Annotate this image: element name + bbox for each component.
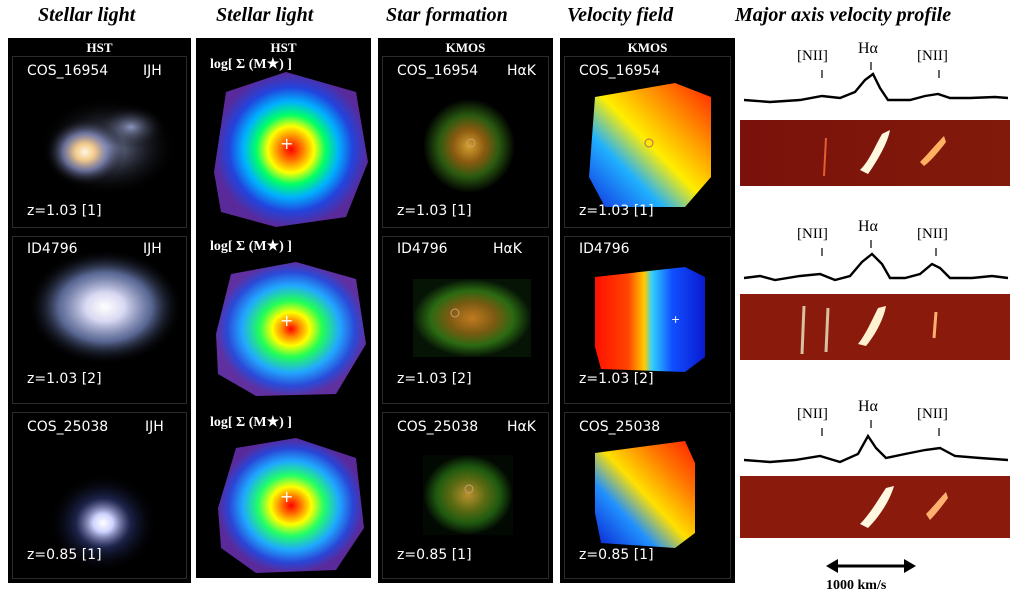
halpha-map-2	[413, 279, 531, 357]
halpha-cell-3: COS_25038 HαK z=0.85 [1]	[378, 408, 553, 583]
center-cross-icon: +	[280, 487, 293, 506]
spectrum-1-1d	[740, 62, 1010, 186]
column-title-velocity-profile: Major axis velocity profile	[735, 4, 952, 26]
velocity-galaxy-id: COS_16954	[579, 63, 661, 79]
galaxy-image-1	[38, 97, 178, 197]
redshift-label: z=1.03 [1]	[579, 203, 654, 219]
redshift-label: z=1.03 [2]	[27, 371, 102, 387]
velocity-cell-1: COS_16954 z=1.03 [1]	[560, 52, 735, 232]
mass-label: log[ Σ (M★) ]	[210, 415, 292, 430]
mass-map-3: +	[218, 438, 364, 573]
galaxy-image-2	[27, 249, 183, 365]
spectrum-block-2: [NII] Hα [NII]	[740, 216, 1012, 366]
hst-galaxy-id: COS_16954	[27, 63, 109, 79]
mass-cell-1: + log[ Σ (M★) ]	[196, 52, 371, 230]
hst-galaxy-id: COS_25038	[27, 419, 109, 435]
kmos-band: HαK	[507, 419, 536, 435]
redshift-label: z=0.85 [1]	[27, 547, 102, 563]
column-title-stellar-light-1: Stellar light	[38, 4, 136, 26]
mass-cell-3: + log[ Σ (M★) ]	[196, 408, 371, 578]
star-formation-panel: KMOS COS_16954 HαK z=1.03 [1]	[378, 38, 553, 583]
mass-map-2: +	[216, 262, 366, 396]
hst-cell-2: ID4796 IJH z=1.03 [2]	[8, 232, 191, 408]
mass-label: log[ Σ (M★) ]	[210, 57, 292, 72]
center-cross-icon: +	[280, 311, 293, 330]
redshift-label: z=1.03 [2]	[579, 371, 654, 387]
mass-label: log[ Σ (M★) ]	[210, 239, 292, 254]
kmos-band: HαK	[493, 241, 522, 257]
column-title-stellar-light-2: Stellar light	[216, 4, 314, 26]
velocity-scale-label: 1000 km/s	[826, 578, 887, 593]
redshift-label: z=0.85 [1]	[579, 547, 654, 563]
halpha-label: Hα	[858, 218, 878, 235]
redshift-label: z=1.03 [1]	[397, 203, 472, 219]
hst-header: HST	[86, 40, 113, 55]
redshift-label: z=1.03 [1]	[27, 203, 102, 219]
kmos-galaxy-id: COS_16954	[397, 63, 479, 79]
hst-band: IJH	[143, 63, 162, 79]
halpha-label: Hα	[858, 40, 878, 57]
nii-label-right: [NII]	[917, 226, 948, 242]
kmos-header: KMOS	[445, 40, 486, 55]
nii-label-left: [NII]	[797, 48, 828, 64]
column-title-velocity-field: Velocity field	[567, 4, 674, 26]
column-title-star-formation: Star formation	[386, 4, 508, 26]
velocity-cell-3: COS_25038 z=0.85 [1]	[560, 408, 735, 583]
spectrum-block-3: [NII] Hα [NII]	[740, 396, 1012, 546]
velocity-map-2: +	[595, 267, 705, 372]
hst-color-panel: HST COS_16954 IJH z=1.03 [1]	[8, 38, 191, 583]
kmos-galaxy-id: COS_25038	[397, 419, 479, 435]
hst-band: IJH	[143, 241, 162, 257]
hst-cell-1: COS_16954 IJH z=1.03 [1]	[8, 52, 191, 232]
velocity-galaxy-id: COS_25038	[579, 419, 661, 435]
nii-label-left: [NII]	[797, 406, 828, 422]
center-cross-icon: +	[671, 313, 680, 326]
kmos-galaxy-id: ID4796	[397, 241, 448, 257]
hst-mass-header: HST	[270, 40, 297, 55]
velocity-map-1	[589, 83, 711, 207]
nii-label-left: [NII]	[797, 226, 828, 242]
galaxy-image-3	[48, 473, 158, 573]
velocity-galaxy-id: ID4796	[579, 241, 630, 257]
halpha-cell-1: COS_16954 HαK z=1.03 [1]	[378, 52, 553, 232]
velocity-map-3	[595, 441, 695, 548]
spectrum-block-1: [NII] Hα [NII]	[740, 38, 1012, 188]
kmos-velocity-header: KMOS	[627, 40, 668, 55]
velocity-scale-arrow	[826, 559, 916, 573]
mass-map-1: +	[214, 72, 368, 227]
redshift-label: z=0.85 [1]	[397, 547, 472, 563]
velocity-cell-2: + ID4796 z=1.03 [2]	[560, 232, 735, 408]
halpha-label: Hα	[858, 398, 878, 415]
hst-band: IJH	[145, 419, 164, 435]
velocity-field-panel: KMOS COS_16954 z=1.03 [1]	[560, 38, 735, 583]
nii-label-right: [NII]	[917, 48, 948, 64]
spectrum-2-1d	[740, 240, 1010, 360]
halpha-map-1	[423, 99, 515, 193]
halpha-map-3	[423, 455, 513, 535]
hst-galaxy-id: ID4796	[27, 241, 78, 257]
kmos-band: HαK	[507, 63, 536, 79]
mass-cell-2: + log[ Σ (M★) ]	[196, 234, 371, 406]
redshift-label: z=1.03 [2]	[397, 371, 472, 387]
nii-label-right: [NII]	[917, 406, 948, 422]
halpha-cell-2: ID4796 HαK z=1.03 [2]	[378, 232, 553, 408]
hst-cell-3: COS_25038 IJH z=0.85 [1]	[8, 408, 191, 583]
center-cross-icon: +	[280, 134, 293, 153]
spectrum-3-1d	[740, 420, 1010, 538]
stellar-mass-panel: HST + log[ Σ (M★) ]	[196, 38, 371, 578]
